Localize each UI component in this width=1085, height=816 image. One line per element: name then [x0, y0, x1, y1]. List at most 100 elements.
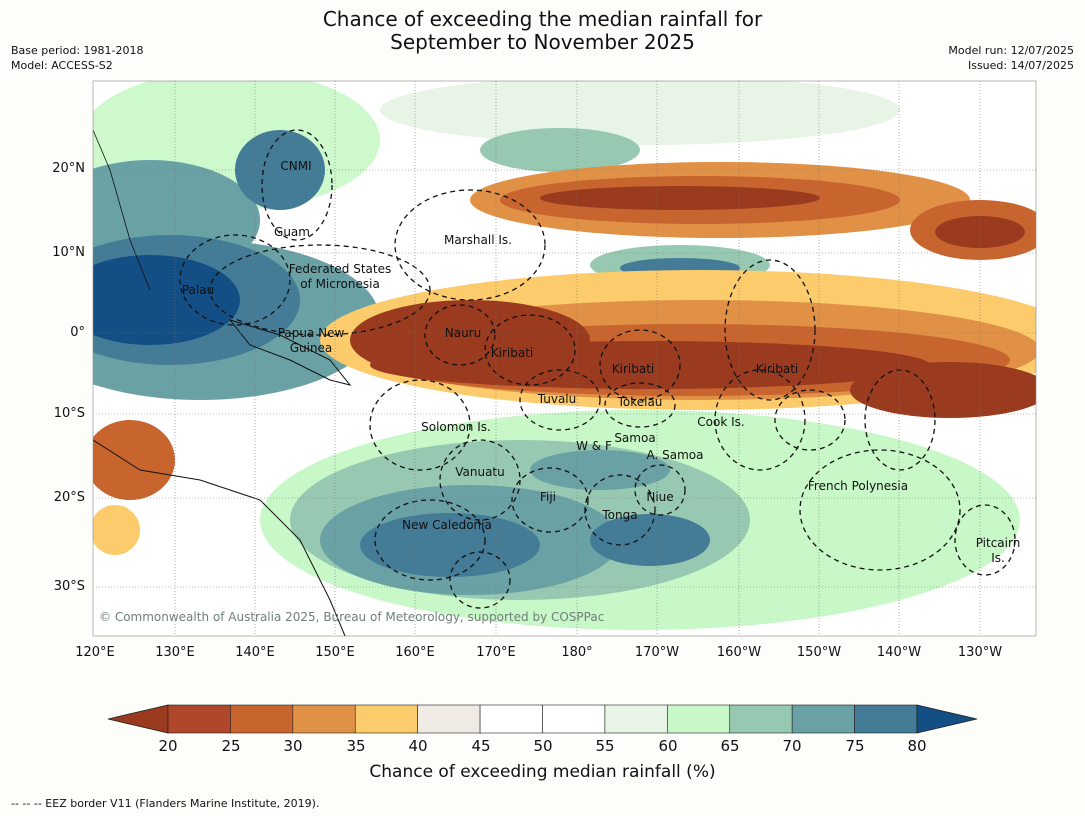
eez-solomon	[369, 379, 471, 471]
place-kiribati-west: Kiribati	[491, 346, 533, 360]
region-north-band-dark	[540, 186, 820, 210]
colorbar-tick-20: 20	[158, 737, 178, 755]
region-palau-darkblue	[93, 255, 240, 345]
lon-label-130w: 130°W	[957, 645, 1003, 660]
eez-borders	[179, 129, 1016, 609]
lon-label-120e: 120°E	[75, 645, 115, 660]
colorbar-segment	[604, 704, 668, 734]
eez-footnote: -- -- -- EEZ border V11 (Flanders Marine…	[11, 797, 320, 810]
lat-label-10s: 10°S	[53, 406, 85, 421]
eez-pitcairn	[954, 504, 1016, 576]
region-east-dark	[850, 362, 1036, 418]
colorbar-segment	[417, 704, 481, 734]
eez-tokelau	[604, 382, 676, 428]
colorbar-segment	[354, 704, 418, 734]
place-wallis-futuna: W & F	[576, 439, 612, 453]
colorbar-tick-55: 55	[595, 737, 615, 755]
chart-title-line1: Chance of exceeding the median rainfall …	[322, 7, 763, 31]
place-marshall: Marshall Is.	[444, 233, 512, 247]
lon-label-160e: 160°E	[395, 645, 435, 660]
eez-tuvalu	[519, 369, 601, 431]
lon-label-140e: 140°E	[235, 645, 275, 660]
eez-kiribati-east	[724, 259, 816, 401]
coastline-png	[228, 319, 352, 386]
region-north-teal	[480, 128, 640, 172]
place-pitcairn-line2: Is.	[991, 551, 1005, 565]
place-palau: Palau	[182, 283, 214, 297]
coastline-australia	[93, 439, 346, 636]
region-nauru-dark	[350, 300, 590, 380]
region-aus-yellow	[93, 505, 140, 555]
place-tuvalu: Tuvalu	[537, 392, 577, 406]
colorbar-segment	[854, 704, 918, 734]
place-cnmi: CNMI	[280, 159, 311, 173]
place-cook: Cook Is.	[697, 415, 744, 429]
colorbar-tick-60: 60	[658, 737, 678, 755]
place-new-caledonia: New Caledonia	[402, 518, 492, 532]
eez-kiribati-west	[484, 314, 576, 386]
eez-kiribati-central	[599, 329, 681, 401]
place-french-polynesia: French Polynesia	[808, 479, 908, 493]
colorbar-segment	[791, 704, 855, 734]
eez-fpoly	[799, 449, 961, 571]
lat-label-20s: 20°S	[53, 490, 85, 505]
colorbar-tick-70: 70	[782, 737, 802, 755]
lat-label-10n: 10°N	[52, 245, 85, 260]
map-frame	[92, 80, 1037, 637]
place-png-line2: Guinea	[290, 341, 333, 355]
chart-title-line2: September to November 2025	[390, 30, 695, 54]
colorbar-extend-high	[916, 704, 978, 734]
model-name: Model: ACCESS-S2	[11, 59, 113, 72]
colorbar-tick-25: 25	[221, 737, 241, 755]
eez-new-caledonia	[374, 499, 486, 581]
colorbar-segment	[292, 704, 356, 734]
copyright-notice: © Commonwealth of Australia 2025, Bureau…	[99, 610, 604, 624]
meta-left: Base period: 1981-2018 Model: ACCESS-S2	[11, 43, 143, 73]
region-samoa-teal	[530, 450, 670, 490]
colorbar-tick-50: 50	[533, 737, 553, 755]
place-kiribati-east: Kiribati	[756, 362, 798, 376]
place-pitcairn-line1: Pitcairn	[976, 536, 1021, 550]
eez-fiji	[511, 467, 589, 533]
colorbar-tick-75: 75	[845, 737, 865, 755]
colorbar-title: Chance of exceeding median rainfall (%)	[369, 762, 716, 782]
place-american-samoa: A. Samoa	[647, 448, 704, 462]
place-tonga: Tonga	[601, 508, 637, 522]
eez-palau	[179, 234, 291, 326]
lat-label-30s: 30°S	[53, 579, 85, 594]
colorbar-segment	[542, 704, 606, 734]
region-south-blue	[360, 513, 540, 577]
colorbar	[107, 704, 978, 734]
place-fsm-line2: of Micronesia	[300, 277, 380, 291]
colorbar-segment	[667, 704, 731, 734]
colorbar-segment	[167, 704, 231, 734]
eez-fpoly-north	[864, 369, 936, 471]
colorbar-tick-45: 45	[471, 737, 491, 755]
place-tokelau: Tokelau	[617, 395, 663, 409]
eez-cnmi	[261, 129, 333, 241]
colorbar-segment	[729, 704, 793, 734]
base-period: Base period: 1981-2018	[11, 44, 144, 57]
place-guam: Guam	[274, 225, 310, 239]
region-tonga-blue	[590, 514, 710, 566]
colorbar-segment	[479, 704, 543, 734]
issued-date: Issued: 14/07/2025	[967, 59, 1074, 72]
eez-norfolk	[449, 551, 511, 609]
lat-label-20n: 20°N	[52, 161, 85, 176]
lon-label-150w: 150°W	[796, 645, 842, 660]
colorbar-tick-65: 65	[720, 737, 740, 755]
eez-cook-east	[774, 389, 846, 451]
region-north-pale	[380, 81, 900, 145]
model-run: Model run: 12/07/2025	[948, 44, 1074, 57]
lat-label-0: 0°	[70, 325, 85, 340]
place-kiribati-central: Kiribati	[612, 362, 654, 376]
meta-right: Model run: 12/07/2025 Issued: 14/07/2025	[948, 43, 1074, 73]
colorbar-extend-low	[107, 704, 169, 734]
eez-marshall	[394, 189, 546, 301]
place-niue: Niue	[646, 490, 673, 504]
place-samoa: Samoa	[614, 431, 655, 445]
lon-label-170e: 170°E	[476, 645, 516, 660]
gridlines	[93, 81, 1036, 636]
colorbar-tick-40: 40	[408, 737, 428, 755]
